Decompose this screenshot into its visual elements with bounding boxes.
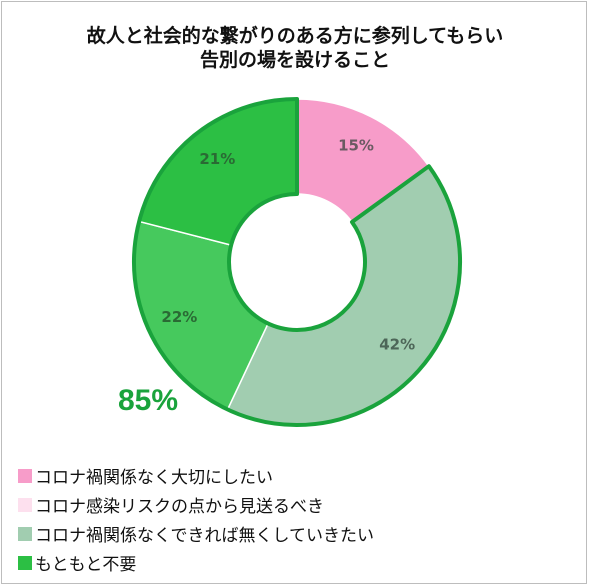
- legend-label: もともと不要: [35, 555, 137, 575]
- legend-item: コロナ禍関係なくできれば無くしていきたい: [18, 519, 374, 548]
- highlight-total-label: 85%: [118, 384, 179, 417]
- donut-slice-0: [296, 98, 430, 224]
- slice-label-2: 22%: [161, 308, 197, 326]
- chart-title-line-2: 告別の場を設けること: [199, 49, 390, 71]
- legend-label: コロナ禍関係なくできれば無くしていきたい: [35, 526, 374, 546]
- highlight-outline: [132, 97, 462, 427]
- legend-item: コロナ禍関係なく大切にしたい: [18, 461, 374, 490]
- legend-swatch: [18, 468, 32, 483]
- legend-swatch: [18, 497, 32, 512]
- chart-title: 故人と社会的な繋がりのある方に参列してもらい 告別の場を設けること: [0, 24, 590, 72]
- slice-label-0: 15%: [338, 137, 374, 155]
- legend-swatch: [18, 555, 32, 570]
- legend-swatch: [18, 526, 32, 541]
- slice-label-3: 21%: [199, 150, 235, 168]
- legend-item: もともと不要: [18, 548, 374, 577]
- slice-label-1: 42%: [379, 335, 415, 353]
- chart-title-line-1: 故人と社会的な繋がりのある方に参列してもらい: [86, 25, 504, 47]
- chart-legend: コロナ禍関係なく大切にしたいコロナ感染リスクの点から見送るべきコロナ禍関係なくで…: [18, 461, 374, 577]
- legend-item: コロナ感染リスクの点から見送るべき: [18, 490, 374, 519]
- legend-label: コロナ感染リスクの点から見送るべき: [35, 497, 324, 517]
- legend-label: コロナ禍関係なく大切にしたい: [35, 468, 273, 488]
